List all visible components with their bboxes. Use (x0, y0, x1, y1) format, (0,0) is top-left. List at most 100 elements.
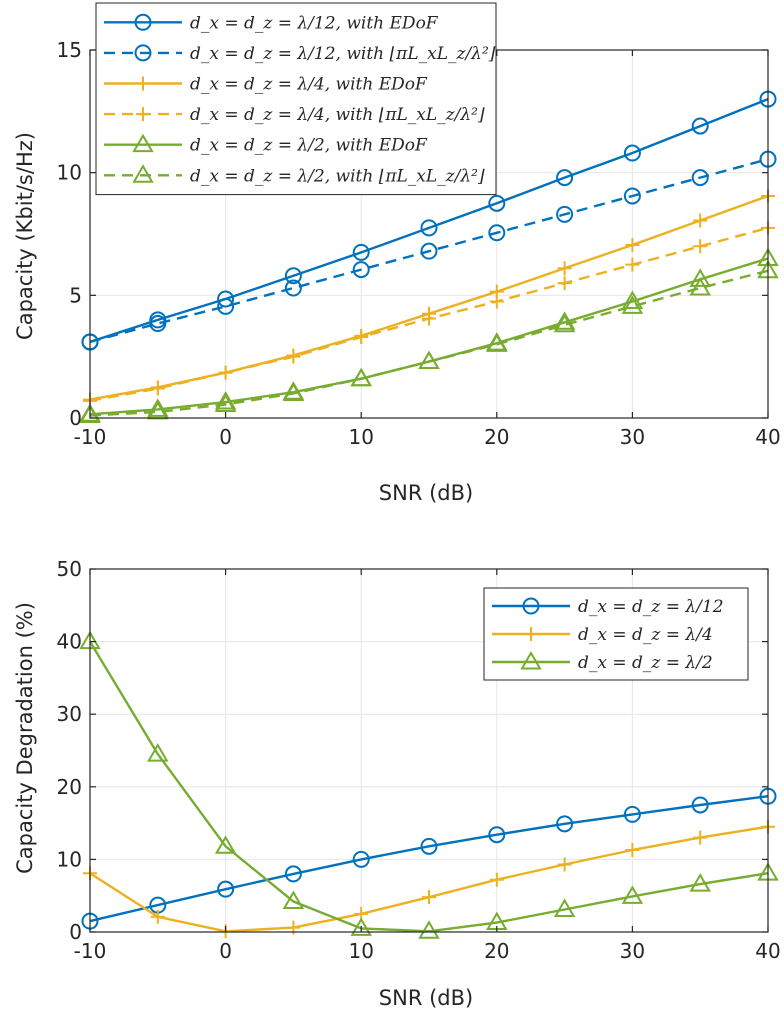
legend-entry-label: d_x = d_z = λ/4 (578, 625, 713, 645)
data-point-s3-1 (150, 381, 165, 396)
y-tick-label: 0 (69, 406, 82, 430)
data-point-s5-8 (621, 295, 644, 314)
series-line-5 (89, 269, 769, 417)
data-point-s2-8 (625, 238, 640, 253)
x-tick-label: 10 (348, 939, 373, 963)
legend-swatch-marker (132, 133, 154, 153)
legend-box (95, 2, 497, 196)
data-point-s3-5 (422, 311, 436, 326)
data-point-s0-3 (284, 267, 302, 285)
legend-entry-label: d_x = d_z = λ/12, with EDoF (190, 13, 439, 33)
y-tick-label: 10 (57, 847, 82, 871)
capacity-series-markers (79, 90, 779, 424)
data-point-s2-1 (147, 743, 169, 762)
legend-entry-label: d_x = d_z = λ/12, with ⌊πL_xL_z/λ²⌋ (190, 44, 496, 64)
data-point-s0-3 (284, 865, 302, 883)
y-tick-label: 40 (57, 630, 82, 654)
data-point-s1-1 (150, 909, 165, 924)
data-point-s3-4 (354, 330, 369, 345)
data-point-s0-4 (352, 850, 370, 868)
data-point-s0-9 (691, 796, 709, 814)
data-point-s4-9 (689, 268, 711, 287)
axes-box (89, 568, 769, 933)
legend-swatch-marker (522, 597, 540, 615)
series-line-1 (89, 158, 769, 344)
data-point-s5-2 (214, 393, 237, 412)
data-point-s1-5 (420, 242, 438, 260)
data-point-s3-3 (286, 349, 301, 364)
x-tick-label: 40 (755, 425, 780, 449)
data-point-s4-2 (214, 391, 237, 410)
data-point-s0-6 (488, 194, 506, 212)
legend-swatch-marker (136, 107, 150, 122)
legend-entry-label: d_x = d_z = λ/2, with ⌊πL_xL_z/λ²⌋ (190, 166, 485, 186)
data-point-s1-8 (623, 187, 641, 205)
data-point-s0-6 (488, 826, 506, 844)
data-point-s1-9 (691, 169, 709, 187)
legend-entry-label: d_x = d_z = λ/4, with ⌊πL_xL_z/λ²⌋ (190, 105, 485, 125)
capacity-legend: d_x = d_z = λ/12, with EDoF d_x = d_z = λ… (95, 2, 497, 196)
data-point-s0-8 (623, 805, 641, 823)
legend-entry-label: d_x = d_z = λ/2, with EDoF (190, 136, 428, 156)
capacity-y-axis-label: Capacity (Kbit/s/Hz) (13, 132, 37, 340)
data-point-s0-7 (556, 169, 574, 187)
x-tick-label: 30 (620, 939, 645, 963)
data-point-s1-7 (557, 857, 572, 872)
degradation-y-axis-label: Capacity Degradation (%) (13, 602, 37, 874)
y-tick-label: 20 (57, 775, 82, 799)
legend-swatch-marker (134, 44, 152, 62)
x-tick-label: 10 (348, 425, 373, 449)
x-tick-label: -10 (74, 425, 107, 449)
data-point-s3-8 (625, 257, 640, 272)
y-tick-label: 5 (69, 283, 82, 307)
data-point-s5-0 (79, 404, 101, 424)
data-point-s0-7 (556, 815, 574, 833)
data-point-s2-4 (350, 917, 372, 936)
data-point-s5-7 (553, 313, 576, 333)
x-tick-label: 40 (755, 939, 780, 963)
data-point-s2-7 (557, 261, 572, 276)
data-point-s1-6 (489, 872, 504, 887)
data-point-s1-9 (693, 830, 708, 845)
data-point-s1-5 (422, 890, 436, 905)
data-point-s0-5 (420, 219, 438, 237)
x-tick-label: 20 (484, 425, 509, 449)
data-point-s1-4 (352, 261, 370, 279)
data-point-s1-1 (149, 315, 167, 333)
data-point-s5-4 (350, 367, 372, 387)
data-point-s5-5 (418, 350, 440, 370)
data-point-s0-5 (420, 837, 438, 855)
series-line-2 (88, 640, 769, 933)
data-point-s2-7 (553, 898, 576, 917)
data-point-s4-7 (553, 311, 576, 330)
data-point-s3-2 (218, 365, 233, 380)
data-point-s2-9 (693, 213, 708, 228)
data-point-s4-8 (621, 290, 644, 309)
data-point-s3-6 (489, 294, 504, 309)
data-point-s1-7 (556, 205, 574, 223)
data-point-s2-5 (418, 920, 440, 939)
data-point-s2-9 (689, 873, 711, 892)
x-tick-label: 20 (484, 939, 509, 963)
series-line-0 (89, 795, 769, 923)
y-tick-label: 30 (57, 702, 82, 726)
legend-swatch-marker (132, 164, 154, 183)
data-point-s3-7 (557, 276, 572, 291)
degradation-x-axis-label: SNR (dB) (379, 986, 473, 1010)
legend-swatch-marker (136, 76, 150, 91)
legend-swatch-marker (524, 627, 538, 641)
legend-entry-label: d_x = d_z = λ/12 (578, 597, 724, 617)
data-point-s5-3 (282, 382, 305, 401)
data-point-s0-2 (217, 290, 235, 308)
x-tick-label: 30 (620, 425, 645, 449)
legend-entry-label: d_x = d_z = λ/2 (578, 653, 713, 673)
legend-entry-label: d_x = d_z = λ/4, with EDoF (190, 75, 428, 95)
data-point-s0-4 (352, 243, 370, 261)
y-tick-label: 15 (57, 38, 82, 62)
data-point-s1-6 (488, 224, 506, 242)
